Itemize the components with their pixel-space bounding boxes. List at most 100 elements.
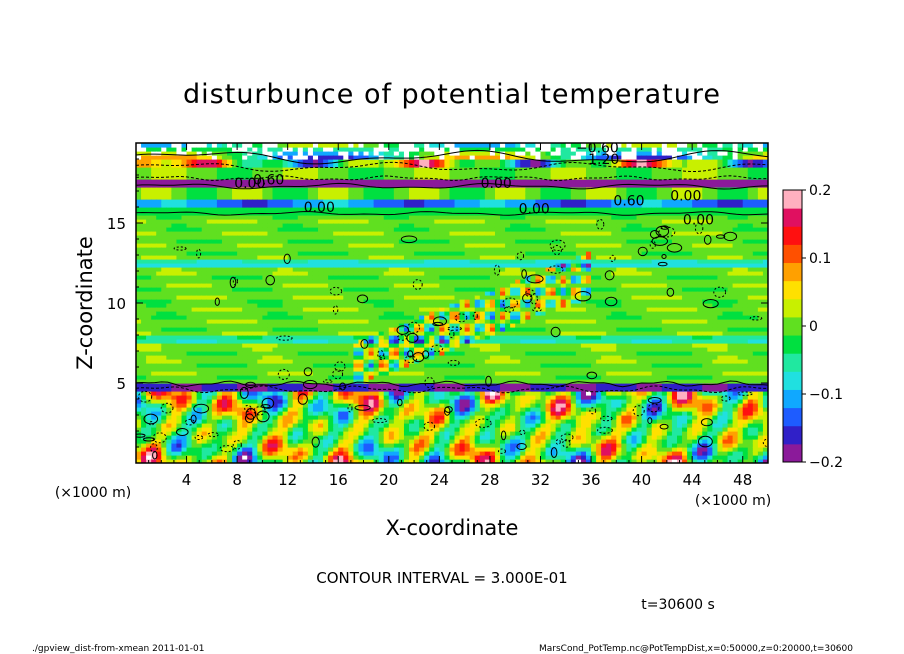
- heatmap-cell: [307, 395, 314, 400]
- heatmap-cell: [409, 147, 415, 152]
- heatmap-cell: [292, 287, 299, 292]
- heatmap-cell: [161, 251, 167, 256]
- heatmap-cell: [171, 371, 178, 376]
- heatmap-cell: [312, 367, 319, 372]
- heatmap-cell: [201, 259, 208, 264]
- heatmap-cell: [232, 367, 238, 372]
- heatmap-cell: [312, 271, 319, 276]
- heatmap-cell: [414, 419, 420, 424]
- heatmap-cell: [323, 391, 329, 396]
- heatmap-cell: [378, 151, 385, 156]
- heatmap-cell: [302, 259, 309, 264]
- heatmap-cell: [181, 299, 188, 304]
- heatmap-cell: [307, 287, 314, 292]
- heatmap-cell: [307, 383, 314, 388]
- heatmap-cell: [141, 247, 147, 252]
- heatmap-cell: [216, 319, 223, 324]
- heatmap-cell: [318, 351, 324, 356]
- heatmap-cell: [247, 431, 253, 436]
- heatmap-cell: [181, 191, 188, 196]
- heatmap-cell: [161, 311, 167, 316]
- heatmap-cell: [419, 171, 425, 176]
- heatmap-cell: [302, 459, 309, 463]
- heatmap-cell: [297, 191, 304, 196]
- heatmap-cell: [403, 427, 410, 432]
- heatmap-cell: [292, 271, 299, 276]
- heatmap-cell: [216, 199, 223, 204]
- heatmap-cell: [414, 387, 420, 392]
- heatmap-cell: [136, 211, 142, 216]
- heatmap-cell: [439, 155, 446, 160]
- heatmap-cell: [141, 235, 147, 240]
- heatmap-cell: [373, 243, 380, 248]
- heatmap-cell: [343, 415, 349, 420]
- heatmap-cell: [171, 435, 178, 440]
- heatmap-cell: [196, 155, 203, 160]
- heatmap-cell: [403, 239, 410, 244]
- heatmap-cell: [414, 263, 420, 268]
- heatmap-cell: [277, 339, 284, 344]
- heatmap-cell: [363, 327, 370, 332]
- heatmap-cell: [409, 403, 415, 408]
- heatmap-cell: [171, 147, 178, 152]
- heatmap-cell: [424, 431, 430, 436]
- heatmap-cell: [257, 423, 263, 428]
- heatmap-cell: [272, 167, 279, 172]
- heatmap-cell: [211, 171, 218, 176]
- heatmap-cell: [434, 223, 440, 228]
- heatmap-cell: [393, 371, 400, 376]
- heatmap-cell: [237, 335, 243, 340]
- heatmap-cell: [242, 427, 248, 432]
- heatmap-cell: [444, 179, 451, 184]
- heatmap-cell: [358, 223, 365, 228]
- heatmap-cell: [211, 315, 218, 320]
- heatmap-cell: [242, 203, 248, 208]
- heatmap-cell: [378, 199, 385, 204]
- heatmap-cell: [247, 315, 253, 320]
- heatmap-cell: [136, 411, 142, 416]
- heatmap-cell: [292, 179, 299, 184]
- heatmap-cell: [363, 303, 370, 308]
- heatmap-cell: [333, 435, 339, 440]
- heatmap-cell: [363, 147, 370, 152]
- heatmap-cell: [287, 259, 294, 264]
- heatmap-cell: [414, 355, 420, 360]
- heatmap-cell: [338, 339, 344, 344]
- heatmap-cell: [181, 403, 188, 408]
- heatmap-cell: [257, 319, 263, 324]
- heatmap-cell: [186, 207, 193, 212]
- heatmap-cell: [353, 279, 360, 284]
- heatmap-cell: [338, 191, 344, 196]
- heatmap-cell: [201, 431, 208, 436]
- heatmap-cell: [393, 259, 400, 264]
- heatmap-cell: [151, 427, 157, 432]
- heatmap-cell: [353, 443, 360, 448]
- heatmap-cell: [237, 179, 243, 184]
- heatmap-cell: [151, 323, 157, 328]
- heatmap-cell: [338, 283, 344, 288]
- heatmap-cell: [196, 415, 203, 420]
- heatmap-cell: [419, 307, 425, 312]
- heatmap-cell: [292, 187, 299, 192]
- heatmap-cell: [232, 351, 238, 356]
- heatmap-cell: [343, 239, 349, 244]
- heatmap-cell: [348, 331, 355, 336]
- heatmap-cell: [227, 191, 233, 196]
- heatmap-cell: [409, 223, 415, 228]
- heatmap-cell: [439, 403, 446, 408]
- heatmap-cell: [287, 143, 294, 148]
- heatmap-cell: [444, 323, 451, 328]
- heatmap-cell: [302, 447, 309, 452]
- heatmap-cell: [156, 171, 162, 176]
- heatmap-cell: [328, 147, 334, 152]
- heatmap-cell: [211, 143, 218, 148]
- heatmap-cell: [323, 207, 329, 212]
- heatmap-cell: [358, 359, 365, 364]
- heatmap-cell: [307, 219, 314, 224]
- heatmap-cell: [201, 403, 208, 408]
- heatmap-cell: [237, 311, 243, 316]
- heatmap-cell: [227, 271, 233, 276]
- heatmap-cell: [156, 243, 162, 248]
- heatmap-cell: [419, 279, 425, 284]
- heatmap-cell: [348, 303, 355, 308]
